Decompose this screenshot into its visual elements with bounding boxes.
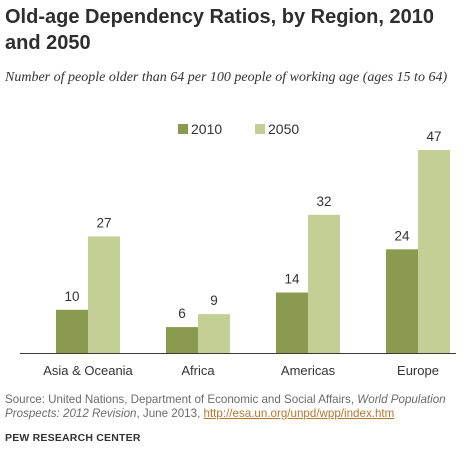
bar-2010-2 (276, 292, 308, 353)
legend-label-2050: 2050 (268, 121, 299, 137)
legend-swatch-2050 (255, 124, 265, 134)
bar-chart: 2010 2050 10 27 6 9 14 32 24 47 Asia & Oceania Af… (20, 121, 456, 378)
chart-title: Old-age Dependency Ratios, by Region, 20… (5, 6, 435, 54)
value-label-2050-0: 27 (96, 215, 111, 230)
category-label-group: Asia & Oceania Africa Americas Europe (43, 363, 439, 378)
bar-2050-0 (88, 236, 120, 353)
chart-legend: 2010 2050 (178, 121, 299, 137)
value-label-2050-3: 47 (426, 129, 441, 144)
value-label-2010-1: 6 (178, 306, 186, 321)
legend-swatch-2010 (178, 124, 188, 134)
bar-2050-1 (198, 314, 230, 353)
organization-name: PEW RESEARCH CENTER (5, 432, 141, 444)
value-label-group: 10 27 6 9 14 32 24 47 (64, 129, 441, 321)
legend-label-2010: 2010 (191, 121, 222, 137)
chart-subtitle: Number of people older than 64 per 100 p… (5, 70, 448, 85)
value-label-2010-3: 24 (394, 228, 410, 243)
category-label-1: Africa (181, 363, 215, 378)
value-label-2050-2: 32 (316, 194, 331, 209)
bar-2010-1 (166, 327, 198, 353)
value-label-2010-0: 10 (64, 289, 79, 304)
source-link[interactable]: http://esa.un.org/unpd/wpp/index.htm (203, 407, 395, 420)
bar-2010-3 (386, 249, 418, 353)
bar-group (56, 150, 450, 353)
bar-2010-0 (56, 309, 88, 353)
bar-2050-2 (308, 214, 340, 353)
category-label-0: Asia & Oceania (43, 363, 133, 378)
source-middle: , June 2013, (136, 407, 204, 420)
source-publication-title: World Population Prospects: 2012 Revisio… (5, 393, 446, 420)
category-label-3: Europe (397, 363, 439, 378)
value-label-2010-2: 14 (284, 272, 300, 287)
source-prefix: Source: United Nations, Department of Ec… (5, 393, 358, 406)
bar-2050-3 (418, 150, 450, 353)
source-note: Source: United Nations, Department of Ec… (5, 393, 473, 421)
value-label-2050-1: 9 (210, 293, 218, 308)
category-label-2: Americas (281, 363, 336, 378)
